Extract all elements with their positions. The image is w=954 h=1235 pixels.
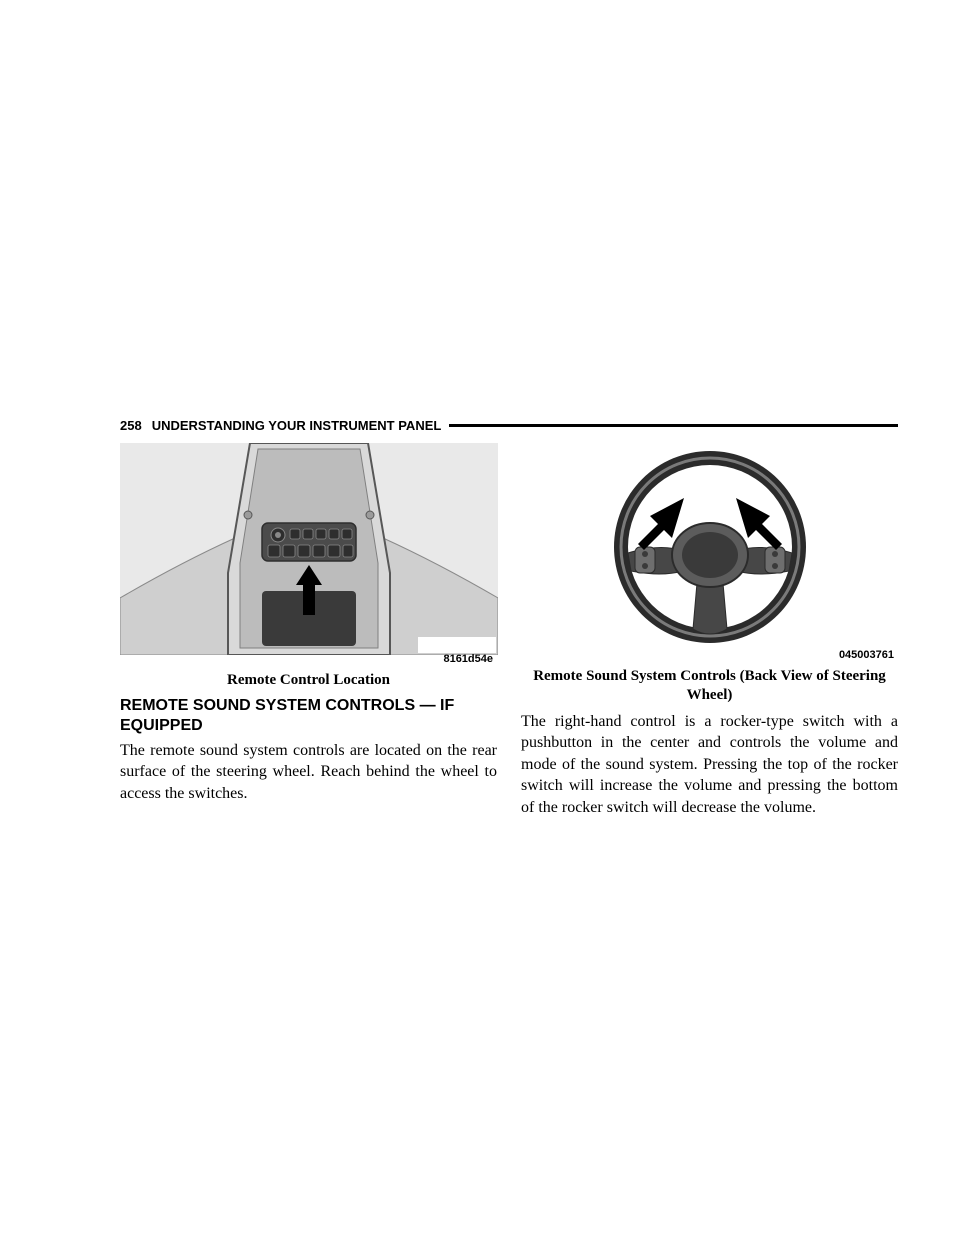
body-paragraph-left: The remote sound system controls are loc…	[120, 740, 497, 805]
page-content: 258 UNDERSTANDING YOUR INSTRUMENT PANEL	[120, 418, 898, 818]
steering-wheel-back-figure: 045003761	[521, 443, 898, 661]
body-paragraph-right: The right-hand control is a rocker-type …	[521, 711, 898, 819]
section-header-title: UNDERSTANDING YOUR INSTRUMENT PANEL	[152, 418, 442, 433]
right-column: 045003761 Remote Sound System Controls (…	[521, 443, 898, 818]
figure-caption-right: Remote Sound System Controls (Back View …	[521, 667, 898, 705]
section-heading: REMOTE SOUND SYSTEM CONTROLS — IF EQUIPP…	[120, 696, 497, 736]
running-header: 258 UNDERSTANDING YOUR INSTRUMENT PANEL	[120, 418, 898, 433]
two-column-layout: 8161d54e Remote Control Location REMOTE …	[120, 443, 898, 818]
figure-caption-left: Remote Control Location	[120, 671, 497, 690]
remote-control-location-figure: 8161d54e	[120, 443, 497, 665]
page-number: 258	[120, 418, 142, 433]
left-column: 8161d54e Remote Control Location REMOTE …	[120, 443, 497, 818]
header-rule	[449, 424, 898, 427]
